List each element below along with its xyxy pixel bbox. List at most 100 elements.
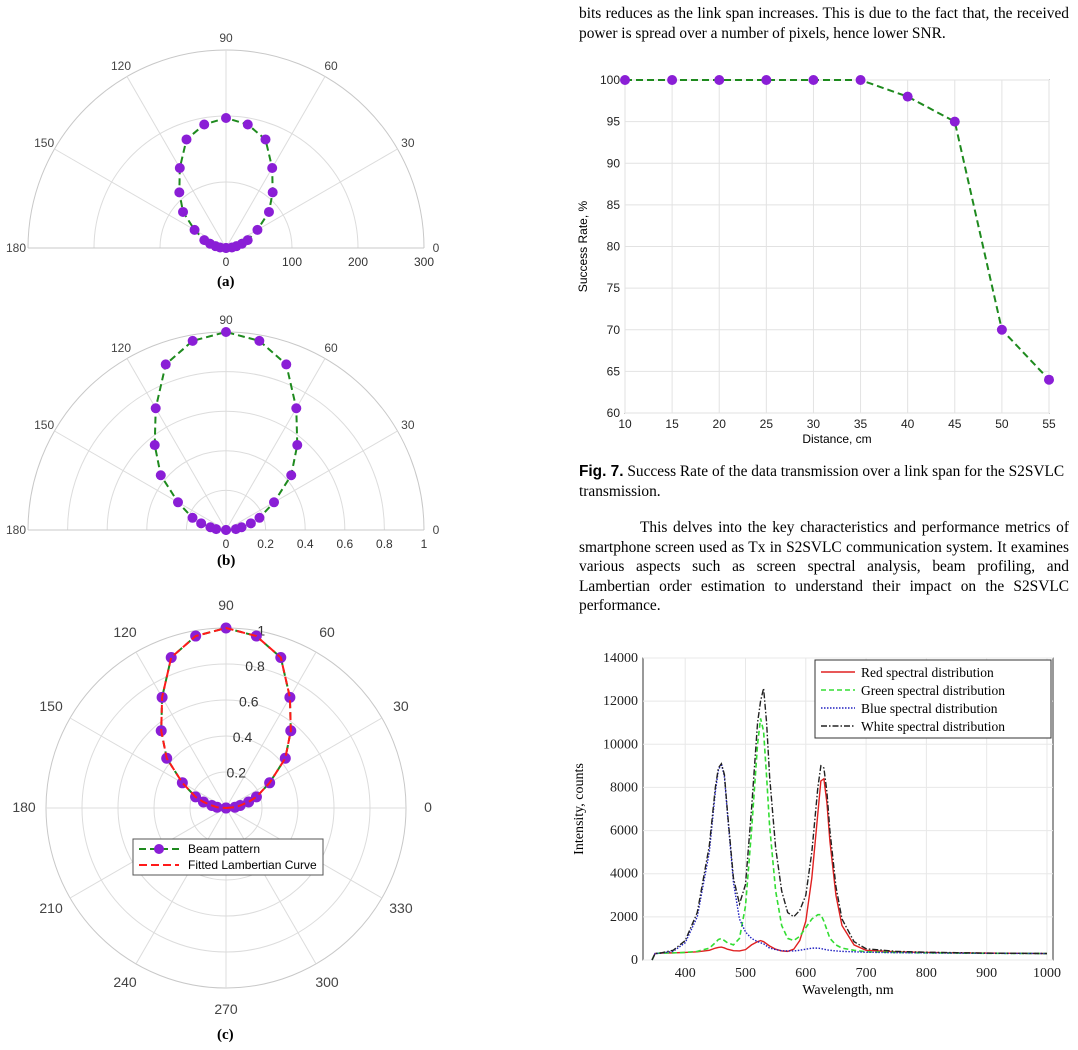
radial-tick-label: 0.4 [297, 537, 314, 551]
beam-pattern-point [242, 119, 253, 130]
legend-label-fit: Fitted Lambertian Curve [188, 858, 317, 872]
legend-label-4: White spectral distribution [861, 719, 1005, 734]
spectral-series-2 [651, 718, 1047, 961]
success-rate-point [996, 324, 1007, 335]
radial-tick-label: 0.8 [245, 658, 265, 674]
angle-tick-label: 0 [433, 523, 440, 537]
radial-tick-label: 0.6 [239, 694, 259, 710]
angle-tick-label: 0 [433, 241, 440, 255]
x-tick-label: 40 [901, 417, 915, 431]
caption-c: (c) [217, 1027, 234, 1043]
x-tick-label: 30 [807, 417, 821, 431]
angle-tick-label: 60 [324, 341, 338, 355]
beam-pattern-point [254, 512, 265, 523]
success-rate-point [620, 75, 630, 85]
x-tick-label: 15 [665, 417, 679, 431]
angle-tick-label: 30 [401, 418, 415, 432]
y-tick-label: 2000 [610, 910, 638, 925]
paragraph-top: bits reduces as the link span increases.… [579, 5, 1069, 42]
x-tick-label: 50 [995, 417, 1009, 431]
beam-pattern-point [196, 518, 207, 529]
angle-tick-label: 300 [315, 974, 339, 990]
beam-pattern-point [263, 206, 274, 217]
angle-tick-label: 120 [111, 341, 131, 355]
beam-pattern-point [178, 206, 189, 217]
x-tick-label: 55 [1042, 417, 1056, 431]
x-axis-label: Wavelength, nm [802, 983, 894, 998]
beam-pattern-point [174, 162, 185, 173]
angle-tick-label: 30 [401, 136, 415, 150]
caption-a: (a) [217, 274, 235, 290]
polar-spoke [54, 148, 227, 249]
angle-tick-label: 240 [113, 974, 137, 990]
beam-pattern-point [172, 497, 183, 508]
angle-tick-label: 210 [39, 900, 63, 916]
success-rate-point [949, 116, 960, 127]
angle-tick-label: 150 [39, 698, 63, 714]
success-rate-line [625, 79, 1050, 381]
angle-tick-label: 330 [389, 900, 413, 916]
radial-tick-label: 1 [421, 537, 428, 551]
beam-pattern-point [160, 359, 171, 370]
angle-tick-label: 30 [393, 698, 409, 714]
angle-tick-label: 150 [34, 418, 54, 432]
legend-label-2: Green spectral distribution [861, 683, 1005, 698]
radial-tick-label: 0.6 [336, 537, 353, 551]
beam-pattern-point [221, 112, 231, 123]
caption-b: (b) [217, 553, 236, 569]
radial-tick-label: 1 [257, 623, 265, 639]
angle-tick-label: 60 [324, 59, 338, 73]
beam-pattern-point [221, 243, 231, 253]
y-axis-label: Success Rate, % [576, 200, 590, 292]
paragraph-middle: This delves into the key characteristics… [579, 519, 1069, 614]
beam-pattern-point [267, 187, 278, 198]
y-tick-label: 75 [607, 281, 621, 295]
angle-tick-label: 180 [6, 241, 26, 255]
radial-tick-label: 0.4 [233, 729, 253, 745]
y-tick-label: 4000 [610, 867, 638, 882]
legend-marker-beam [154, 844, 164, 854]
angle-tick-label: 180 [12, 799, 36, 815]
polar-spoke [126, 76, 227, 249]
x-tick-label: 500 [735, 966, 756, 981]
beam-pattern-point [291, 403, 302, 414]
radial-tick-label: 0 [223, 537, 230, 551]
spectral-series-3 [651, 761, 1047, 961]
legend-label-beam: Beam pattern [188, 842, 260, 856]
fig7-text: Success Rate of the data transmission ov… [579, 463, 1065, 500]
beam-pattern-point [286, 470, 297, 481]
angle-tick-label: 90 [219, 313, 233, 327]
success-rate-point [714, 75, 725, 85]
legend-label-3: Blue spectral distribution [861, 701, 998, 716]
spectral-series-1 [651, 777, 1047, 961]
beam-pattern-point [260, 134, 271, 145]
beam-pattern-point [292, 440, 303, 451]
radial-tick-label: 300 [414, 255, 434, 269]
polar-spoke [126, 358, 227, 531]
beam-pattern-point [150, 403, 161, 414]
polar-spoke [225, 76, 326, 249]
x-tick-label: 10 [618, 417, 632, 431]
radial-tick-label: 100 [282, 255, 302, 269]
y-tick-label: 10000 [603, 737, 638, 752]
polar-plot-b: 180 150 120 90 60 30 0 0 0.2 0.4 0.6 0.8 1 [6, 313, 440, 551]
beam-pattern-point [267, 162, 278, 173]
fig7-caption: Fig. 7. Success Rate of the data transmi… [579, 462, 1069, 501]
angle-tick-label: 120 [111, 59, 131, 73]
radial-tick-label: 200 [348, 255, 368, 269]
success-rate-point [667, 75, 678, 85]
beam-pattern-point [187, 512, 198, 523]
radial-tick-label: 0.2 [227, 765, 247, 781]
beam-pattern-point [269, 497, 280, 508]
angle-tick-label: 150 [34, 136, 54, 150]
x-tick-label: 900 [976, 966, 997, 981]
polar-spoke [225, 358, 326, 531]
angle-tick-label: 90 [219, 31, 233, 45]
beam-pattern-point [211, 524, 222, 535]
y-tick-label: 70 [607, 323, 621, 337]
fitted-lambertian-line [160, 626, 292, 809]
success-rate-point [1044, 374, 1054, 385]
y-tick-label: 85 [607, 198, 621, 212]
y-axis-label: Intensity, counts [572, 763, 587, 855]
